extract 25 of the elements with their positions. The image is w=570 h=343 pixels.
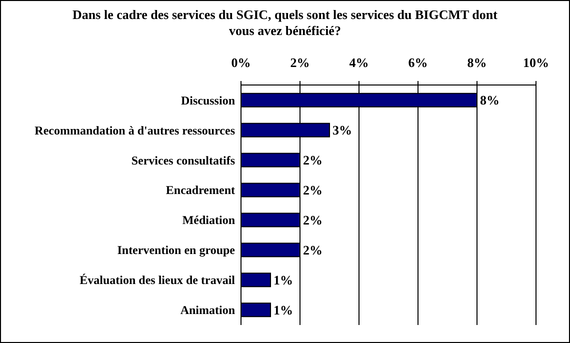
y-tick-label: Animation xyxy=(180,303,236,318)
data-label: 2% xyxy=(303,212,322,228)
data-label: 8% xyxy=(480,92,500,108)
x-tick-label: 8% xyxy=(467,55,487,70)
bar xyxy=(240,302,271,318)
y-tick-label: Encadrement xyxy=(166,183,235,198)
y-tick-label: Discussion xyxy=(180,93,236,108)
x-tick-label: 6% xyxy=(408,55,428,70)
x-tick-label: 2% xyxy=(290,55,310,70)
data-label: 1% xyxy=(274,302,293,318)
y-tick-label: Recommandation à d'autres ressources xyxy=(34,123,236,138)
x-tick-label: 10% xyxy=(523,55,549,70)
data-label: 3% xyxy=(332,122,352,138)
y-tick-label: Intervention en groupe xyxy=(117,243,236,258)
data-label: 2% xyxy=(303,182,322,198)
data-label: 2% xyxy=(303,152,322,168)
y-tick-label: Médiation xyxy=(182,213,236,228)
data-label: 1% xyxy=(274,272,293,288)
x-tick-label: 4% xyxy=(349,55,369,70)
x-tick-label: 0% xyxy=(231,55,251,70)
y-tick-label: Services consultatifs xyxy=(131,153,236,168)
chart-title: Dans le cadre des services du SGIC, quels sont les services du BIGCMT dont vous avez bénéficié? xyxy=(72,7,498,38)
data-label: 2% xyxy=(303,242,322,258)
bar xyxy=(240,272,271,288)
y-tick-label: Évaluation des lieux de travail xyxy=(80,273,236,288)
